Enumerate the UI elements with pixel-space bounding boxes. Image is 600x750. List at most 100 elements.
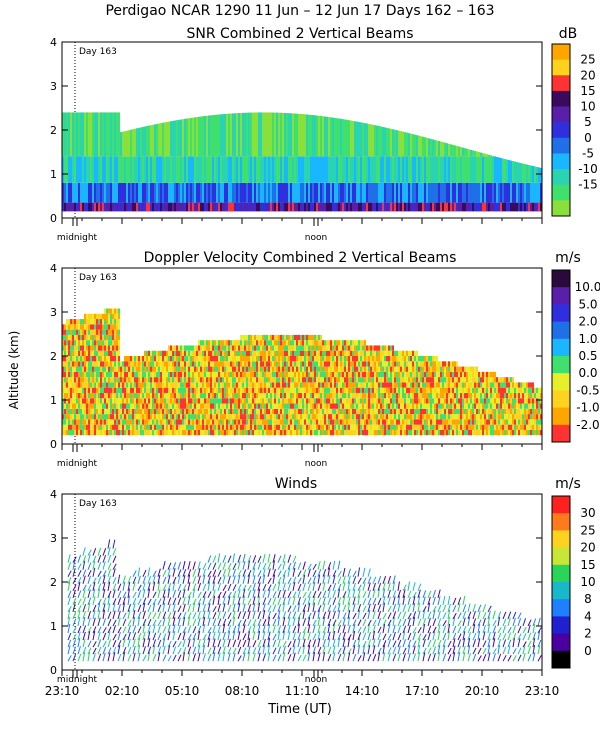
velocity-cell [264,403,266,409]
velocity-cell [74,350,76,356]
velocity-cell [396,382,398,388]
velocity-cell [408,419,410,425]
velocity-cell [136,429,138,436]
snr-cell [526,164,528,183]
velocity-cell [380,371,382,378]
velocity-cell [414,382,416,388]
velocity-cell [302,356,304,362]
velocity-cell [218,382,220,388]
velocity-cell [362,414,364,420]
velocity-cell [172,408,174,415]
velocity-cell [392,429,394,436]
snr-cell [162,182,164,203]
snr-cell [166,182,168,203]
velocity-cell [444,398,446,404]
snr-cell [540,182,542,203]
velocity-cell [226,403,228,409]
velocity-cell [104,424,106,430]
velocity-cell [450,366,452,372]
velocity-cell [330,371,332,378]
velocity-cell [100,387,102,393]
velocity-cell [186,345,188,351]
velocity-cell [192,371,194,378]
velocity-cell [348,429,350,436]
velocity-cell [246,424,248,430]
velocity-cell [236,356,238,362]
velocity-cell [78,387,80,393]
velocity-cell [464,387,466,393]
velocity-cell [232,424,234,430]
velocity-cell [100,419,102,425]
velocity-cell [200,371,202,378]
velocity-cell [310,340,312,346]
snr-cell [184,156,186,183]
snr-cell [272,156,274,183]
snr-cell [266,156,268,183]
velocity-cell [394,424,396,430]
velocity-cell [508,377,510,383]
velocity-cell [94,334,96,341]
velocity-cell [104,361,106,367]
velocity-cell [352,398,354,404]
snr-cell [82,112,84,157]
velocity-cell [180,403,182,409]
velocity-cell [86,324,88,330]
velocity-cell [518,382,520,388]
velocity-cell [178,392,180,399]
velocity-cell [108,392,110,399]
snr-cell [392,156,394,183]
snr-cell [394,182,396,203]
velocity-cell [404,356,406,362]
velocity-cell [222,377,224,383]
velocity-cell [308,408,310,415]
snr-cell [248,182,250,203]
velocity-cell [202,398,204,404]
velocity-cell [254,429,256,436]
velocity-cell [376,419,378,425]
velocity-cell [300,429,302,436]
velocity-cell [214,377,216,383]
velocity-cell [108,356,110,362]
velocity-cell [98,392,100,399]
colorbar-label: -10 [578,162,598,176]
snr-cell [158,202,160,212]
velocity-cell [282,361,284,367]
snr-cell [450,202,452,212]
snr-cell [466,182,468,203]
velocity-cell [92,408,94,415]
velocity-cell [262,345,264,351]
velocity-cell [314,408,316,415]
snr-cell [242,202,244,212]
velocity-cell [160,371,162,378]
velocity-cell [190,414,192,420]
snr-cell [492,182,494,203]
velocity-cell [240,377,242,383]
velocity-cell [150,429,152,436]
snr-cell [264,202,266,212]
velocity-cell [472,424,474,430]
velocity-cell [92,313,94,320]
velocity-cell [116,324,118,330]
velocity-cell [292,371,294,378]
colorbar-swatch [552,75,570,92]
velocity-cell [212,382,214,388]
velocity-cell [518,408,520,415]
velocity-cell [272,403,274,409]
velocity-cell [348,371,350,378]
velocity-cell [152,414,154,420]
velocity-cell [248,392,250,399]
snr-cell [462,182,464,203]
snr-cell [370,202,372,212]
snr-cell [518,182,520,203]
velocity-cell [144,371,146,378]
snr-cell [408,182,410,203]
velocity-cell [76,377,78,383]
velocity-cell [304,377,306,383]
velocity-cell [226,408,228,415]
velocity-cell [300,382,302,388]
velocity-cell [266,398,268,404]
velocity-cell [126,361,128,367]
velocity-cell [202,361,204,367]
velocity-cell [494,429,496,436]
